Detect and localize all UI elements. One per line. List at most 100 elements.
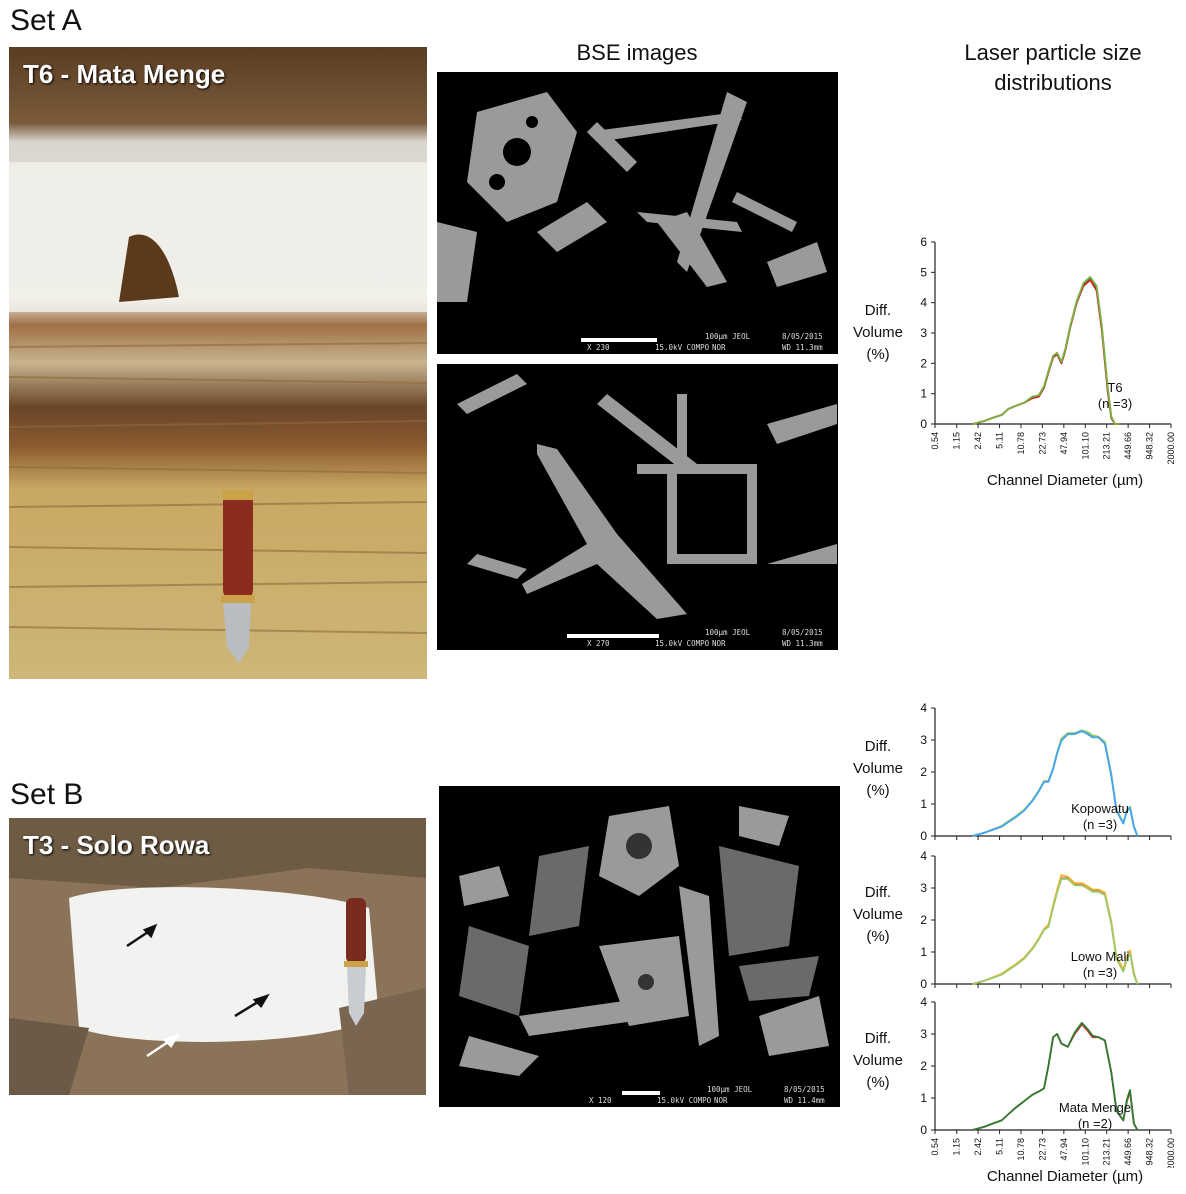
- y-tick-label: 1: [920, 945, 927, 959]
- x-tick-label: 10.78: [1016, 432, 1026, 455]
- x-tick-label: 2.42: [973, 432, 983, 450]
- bse-working-distance: WD 11.3mm: [782, 343, 823, 352]
- y-axis-label-lowo-mali: Diff. Volume (%): [850, 882, 906, 948]
- scale-bar: [622, 1091, 660, 1095]
- bse-image-b1: X 120 15.0kV COMPO NOR 100μm JEOL 8/05/2…: [439, 786, 840, 1107]
- x-tick-label: 948.32: [1145, 1138, 1155, 1166]
- photo-title-t6: T6 - Mata Menge: [23, 59, 226, 89]
- bse-working-distance: WD 11.3mm: [782, 639, 823, 648]
- bse-b1-shards: [459, 806, 829, 1076]
- ylabel-line: Diff.: [864, 1030, 892, 1047]
- x-tick-label: 10.78: [1016, 1138, 1026, 1161]
- y-axis-label-t6: Diff. Volume (%): [850, 300, 906, 366]
- set-a-label: Set A: [10, 4, 82, 37]
- ylabel-line: Volume: [852, 1052, 904, 1069]
- ylabel-line: Diff.: [864, 302, 892, 319]
- bse-footer-a2: X 270 15.0kV COMPO NOR 100μm JEOL 8/05/2…: [437, 628, 838, 650]
- ylabel-line: Volume: [852, 906, 904, 923]
- bse-a2-shards: [457, 374, 837, 619]
- x-tick-label: 22.73: [1037, 1138, 1047, 1161]
- bse-image-a2: X 270 15.0kV COMPO NOR 100μm JEOL 8/05/2…: [437, 364, 838, 650]
- ylabel-line: Volume: [852, 760, 904, 777]
- arrow-icon: [126, 923, 270, 1018]
- sample-label: Kopowatu: [1071, 801, 1129, 816]
- sample-label: Lowo Mali: [1071, 949, 1130, 964]
- y-tick-label: 2: [920, 913, 927, 927]
- x-tick-label: 0.54: [930, 1138, 940, 1156]
- x-tick-label: 5.11: [995, 1138, 1005, 1155]
- lpsd-column-title: Laser particle size distributions: [900, 38, 1186, 98]
- y-tick-label: 3: [920, 326, 927, 340]
- bse-voltage: 15.0kV COMPO: [655, 343, 710, 352]
- bse-voltage: 15.0kV COMPO: [657, 1096, 712, 1105]
- ylabel-line: (%): [866, 782, 890, 799]
- y-tick-label: 0: [920, 417, 927, 431]
- x-tick-label: 0.54: [930, 432, 940, 450]
- set-b-label: Set B: [10, 778, 84, 811]
- y-tick-label: 4: [920, 995, 927, 1009]
- series-line: [972, 1021, 1139, 1131]
- y-tick-label: 2: [920, 1059, 927, 1073]
- x-axis-label-set-b: Channel Diameter (µm): [986, 1168, 1144, 1185]
- lpsd-title-line-1: Laser particle size: [964, 40, 1142, 65]
- plot-area: 0 1 2 3 4 Kopowatu(n =3): [920, 701, 1172, 843]
- bse-scale-text: 100μm JEOL: [707, 1085, 753, 1094]
- y-tick-label: 2: [920, 356, 927, 370]
- x-tick-label: 948.32: [1145, 432, 1155, 460]
- y-tick-label: 0: [920, 1123, 927, 1137]
- ylabel-line: (%): [866, 928, 890, 945]
- lpsd-title-line-2: distributions: [994, 70, 1112, 95]
- y-tick-label: 0: [920, 829, 927, 843]
- y-tick-label: 4: [920, 849, 927, 863]
- x-tick-label: 213.21: [1102, 432, 1112, 460]
- x-tick-label: 5.11: [995, 432, 1005, 449]
- outcrop-photo-t6: T6 - Mata Menge: [9, 47, 427, 679]
- series-line: [972, 730, 1139, 837]
- outcrop-t3-illustration: [9, 818, 426, 1095]
- lpsd-chart-lowo-mali: 0 1 2 3 4 Lowo Mali(n =3): [920, 849, 1172, 991]
- scale-bar: [567, 634, 659, 638]
- bse-footer-a1: X 230 15.0kV COMPO NOR 100μm JEOL 8/05/2…: [437, 332, 838, 354]
- x-tick-label: 47.94: [1059, 1138, 1069, 1161]
- bse-magnification: X 270: [587, 639, 610, 648]
- y-tick-label: 4: [920, 296, 927, 310]
- sample-label: T6: [1107, 380, 1122, 395]
- knife-icon: [221, 490, 255, 663]
- sample-label: Mata Menge: [1059, 1100, 1131, 1115]
- bse-mode: NOR: [712, 343, 726, 352]
- y-tick-label: 6: [920, 235, 927, 249]
- ylabel-line: (%): [866, 346, 890, 363]
- ylabel-line: (%): [866, 1074, 890, 1091]
- bse-date: 8/05/2015: [782, 628, 823, 637]
- series-line: [972, 878, 1139, 985]
- y-tick-label: 2: [920, 765, 927, 779]
- knife-icon: [344, 898, 368, 1026]
- outcrop-photo-t3: T3 - Solo Rowa: [9, 818, 426, 1095]
- sample-n-label: (n =2): [1078, 1116, 1112, 1131]
- y-tick-label: 4: [920, 701, 927, 715]
- ylabel-line: Diff.: [864, 738, 892, 755]
- x-tick-label: 2000.00: [1166, 1138, 1176, 1168]
- x-axis-label-t6: Channel Diameter (µm): [986, 472, 1144, 489]
- bse-date: 8/05/2015: [784, 1085, 825, 1094]
- bse-magnification: X 120: [589, 1096, 612, 1105]
- bse-image-a1: X 230 15.0kV COMPO NOR 100μm JEOL 8/05/2…: [437, 72, 838, 354]
- plot-area: 0 1 2 3 4 0.54 1.15 2.42 5.11 10.78 22.73 47.94 101.…: [920, 995, 1176, 1168]
- x-tick-label: 101.10: [1080, 432, 1090, 460]
- outcrop-t6-illustration: [9, 47, 427, 679]
- y-axis-label-mata-menge: Diff. Volume (%): [850, 1028, 906, 1094]
- bse-scale-text: 100μm JEOL: [705, 332, 751, 341]
- bse-mode: NOR: [714, 1096, 728, 1105]
- y-tick-label: 3: [920, 733, 927, 747]
- y-tick-label: 1: [920, 1091, 927, 1105]
- sample-n-label: (n =3): [1083, 965, 1117, 980]
- x-tick-label: 1.15: [952, 1138, 962, 1156]
- bse-footer-b1: X 120 15.0kV COMPO NOR 100μm JEOL 8/05/2…: [439, 1085, 840, 1107]
- bse-magnification: X 230: [587, 343, 610, 352]
- x-tick-label: 47.94: [1059, 432, 1069, 455]
- sample-n-label: (n =3): [1098, 396, 1132, 411]
- bse-working-distance: WD 11.4mm: [784, 1096, 825, 1105]
- y-tick-label: 1: [920, 797, 927, 811]
- series-line: [972, 276, 1120, 425]
- plot-area: 0 1 2 3 4 Lowo Mali(n =3): [920, 849, 1172, 991]
